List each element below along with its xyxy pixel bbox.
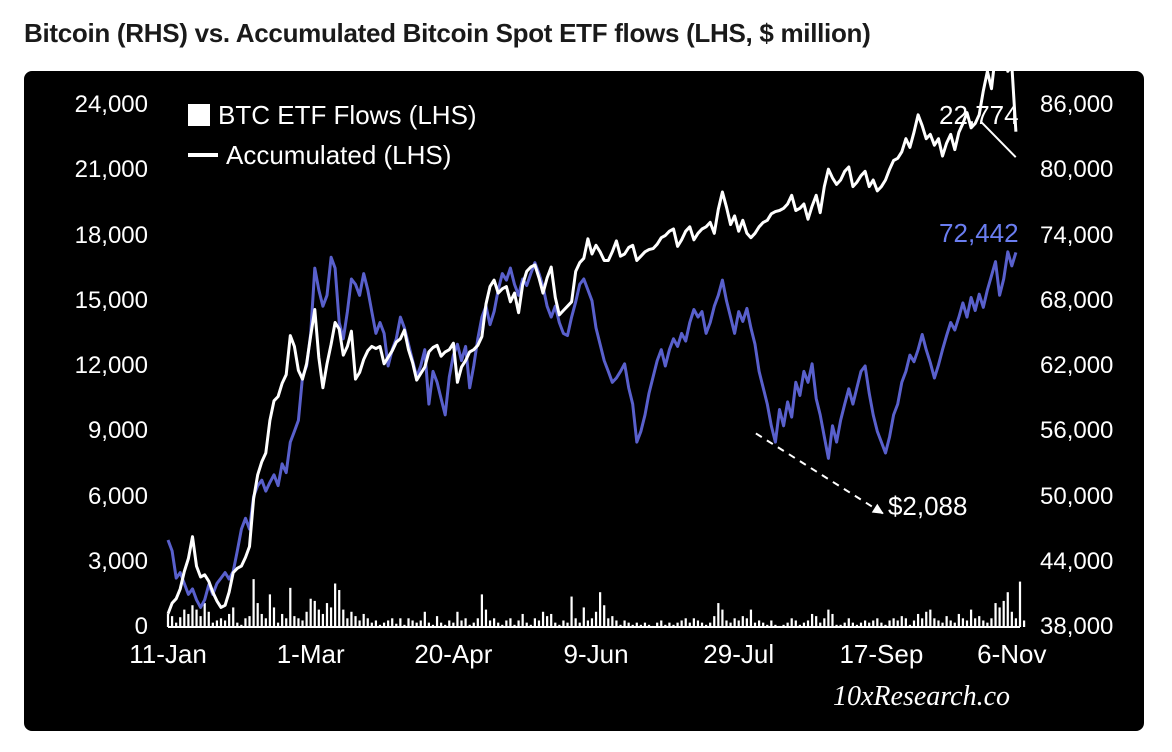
x-tick: 17-Sep: [839, 639, 923, 670]
y-left-tick: 18,000: [75, 222, 148, 250]
y-left-tick: 15,000: [75, 287, 148, 315]
x-tick: 29-Jul: [703, 639, 774, 670]
chart-svg: [168, 105, 1020, 627]
callout-label: 72,442: [939, 218, 1019, 249]
x-tick: 20-Apr: [414, 639, 492, 670]
y-left-tick: 6,000: [88, 483, 148, 511]
y-left-tick: 21,000: [75, 156, 148, 184]
chart-frame: BTC ETF Flows (LHS) Accumulated (LHS) 24…: [24, 71, 1144, 731]
x-tick: 6-Nov: [977, 639, 1046, 670]
callout-label: $2,088: [888, 491, 968, 522]
y-right-tick: 56,000: [1040, 417, 1113, 445]
y-left-tick: 24,000: [75, 91, 148, 119]
y-left-tick: 12,000: [75, 352, 148, 380]
y-left-tick: 0: [135, 613, 148, 641]
x-axis: 11-Jan1-Mar20-Apr9-Jun29-Jul17-Sep6-Nov: [168, 639, 1020, 673]
y-left-tick: 9,000: [88, 417, 148, 445]
callout-label: 22,774: [939, 100, 1019, 131]
y-right-tick: 44,000: [1040, 548, 1113, 576]
y-right-tick: 50,000: [1040, 483, 1113, 511]
x-tick: 11-Jan: [129, 639, 207, 670]
x-tick: 9-Jun: [564, 639, 629, 670]
y-axis-left: 24,00021,00018,00015,00012,0009,0006,000…: [28, 105, 158, 627]
y-right-tick: 74,000: [1040, 222, 1113, 250]
y-right-tick: 62,000: [1040, 352, 1113, 380]
y-left-tick: 3,000: [88, 548, 148, 576]
y-axis-right: 86,00080,00074,00068,00062,00056,00050,0…: [1030, 105, 1140, 627]
y-right-tick: 38,000: [1040, 613, 1113, 641]
chart-title: Bitcoin (RHS) vs. Accumulated Bitcoin Sp…: [24, 18, 1148, 49]
y-right-tick: 86,000: [1040, 91, 1113, 119]
y-right-tick: 80,000: [1040, 156, 1113, 184]
x-tick: 1-Mar: [277, 639, 345, 670]
plot-area: 22,77472,442$2,088: [168, 105, 1020, 627]
y-right-tick: 68,000: [1040, 287, 1113, 315]
watermark: 10xResearch.co: [833, 681, 1010, 713]
